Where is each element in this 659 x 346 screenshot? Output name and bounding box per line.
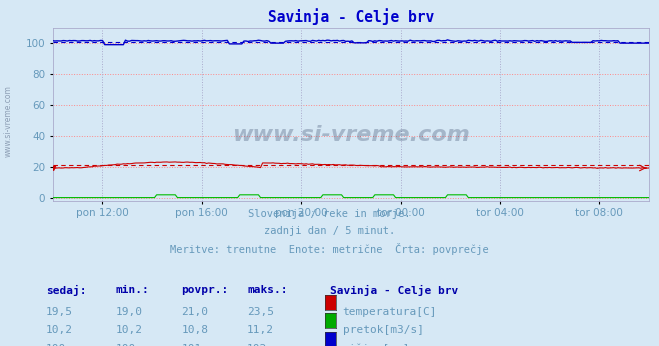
Text: 10,8: 10,8 <box>181 325 208 335</box>
Text: www.si-vreme.com: www.si-vreme.com <box>3 85 13 157</box>
Text: 100: 100 <box>46 344 67 346</box>
Text: 10,2: 10,2 <box>46 325 73 335</box>
Text: 101: 101 <box>181 344 202 346</box>
Text: temperatura[C]: temperatura[C] <box>343 307 437 317</box>
Text: Savinja - Celje brv: Savinja - Celje brv <box>330 285 458 297</box>
Text: 19,0: 19,0 <box>115 307 142 317</box>
Text: 102: 102 <box>247 344 268 346</box>
Text: 23,5: 23,5 <box>247 307 274 317</box>
Text: Slovenija / reke in morje.: Slovenija / reke in morje. <box>248 209 411 219</box>
Text: www.si-vreme.com: www.si-vreme.com <box>232 125 470 145</box>
Text: min.:: min.: <box>115 285 149 295</box>
Text: 21,0: 21,0 <box>181 307 208 317</box>
Title: Savinja - Celje brv: Savinja - Celje brv <box>268 8 434 25</box>
Text: višina[cm]: višina[cm] <box>343 344 410 346</box>
Text: 10,2: 10,2 <box>115 325 142 335</box>
Text: zadnji dan / 5 minut.: zadnji dan / 5 minut. <box>264 226 395 236</box>
Text: pretok[m3/s]: pretok[m3/s] <box>343 325 424 335</box>
Text: Meritve: trenutne  Enote: metrične  Črta: povprečje: Meritve: trenutne Enote: metrične Črta: … <box>170 243 489 255</box>
Text: 19,5: 19,5 <box>46 307 73 317</box>
Text: povpr.:: povpr.: <box>181 285 229 295</box>
Text: maks.:: maks.: <box>247 285 287 295</box>
Text: 100: 100 <box>115 344 136 346</box>
Text: sedaj:: sedaj: <box>46 285 86 297</box>
Text: 11,2: 11,2 <box>247 325 274 335</box>
